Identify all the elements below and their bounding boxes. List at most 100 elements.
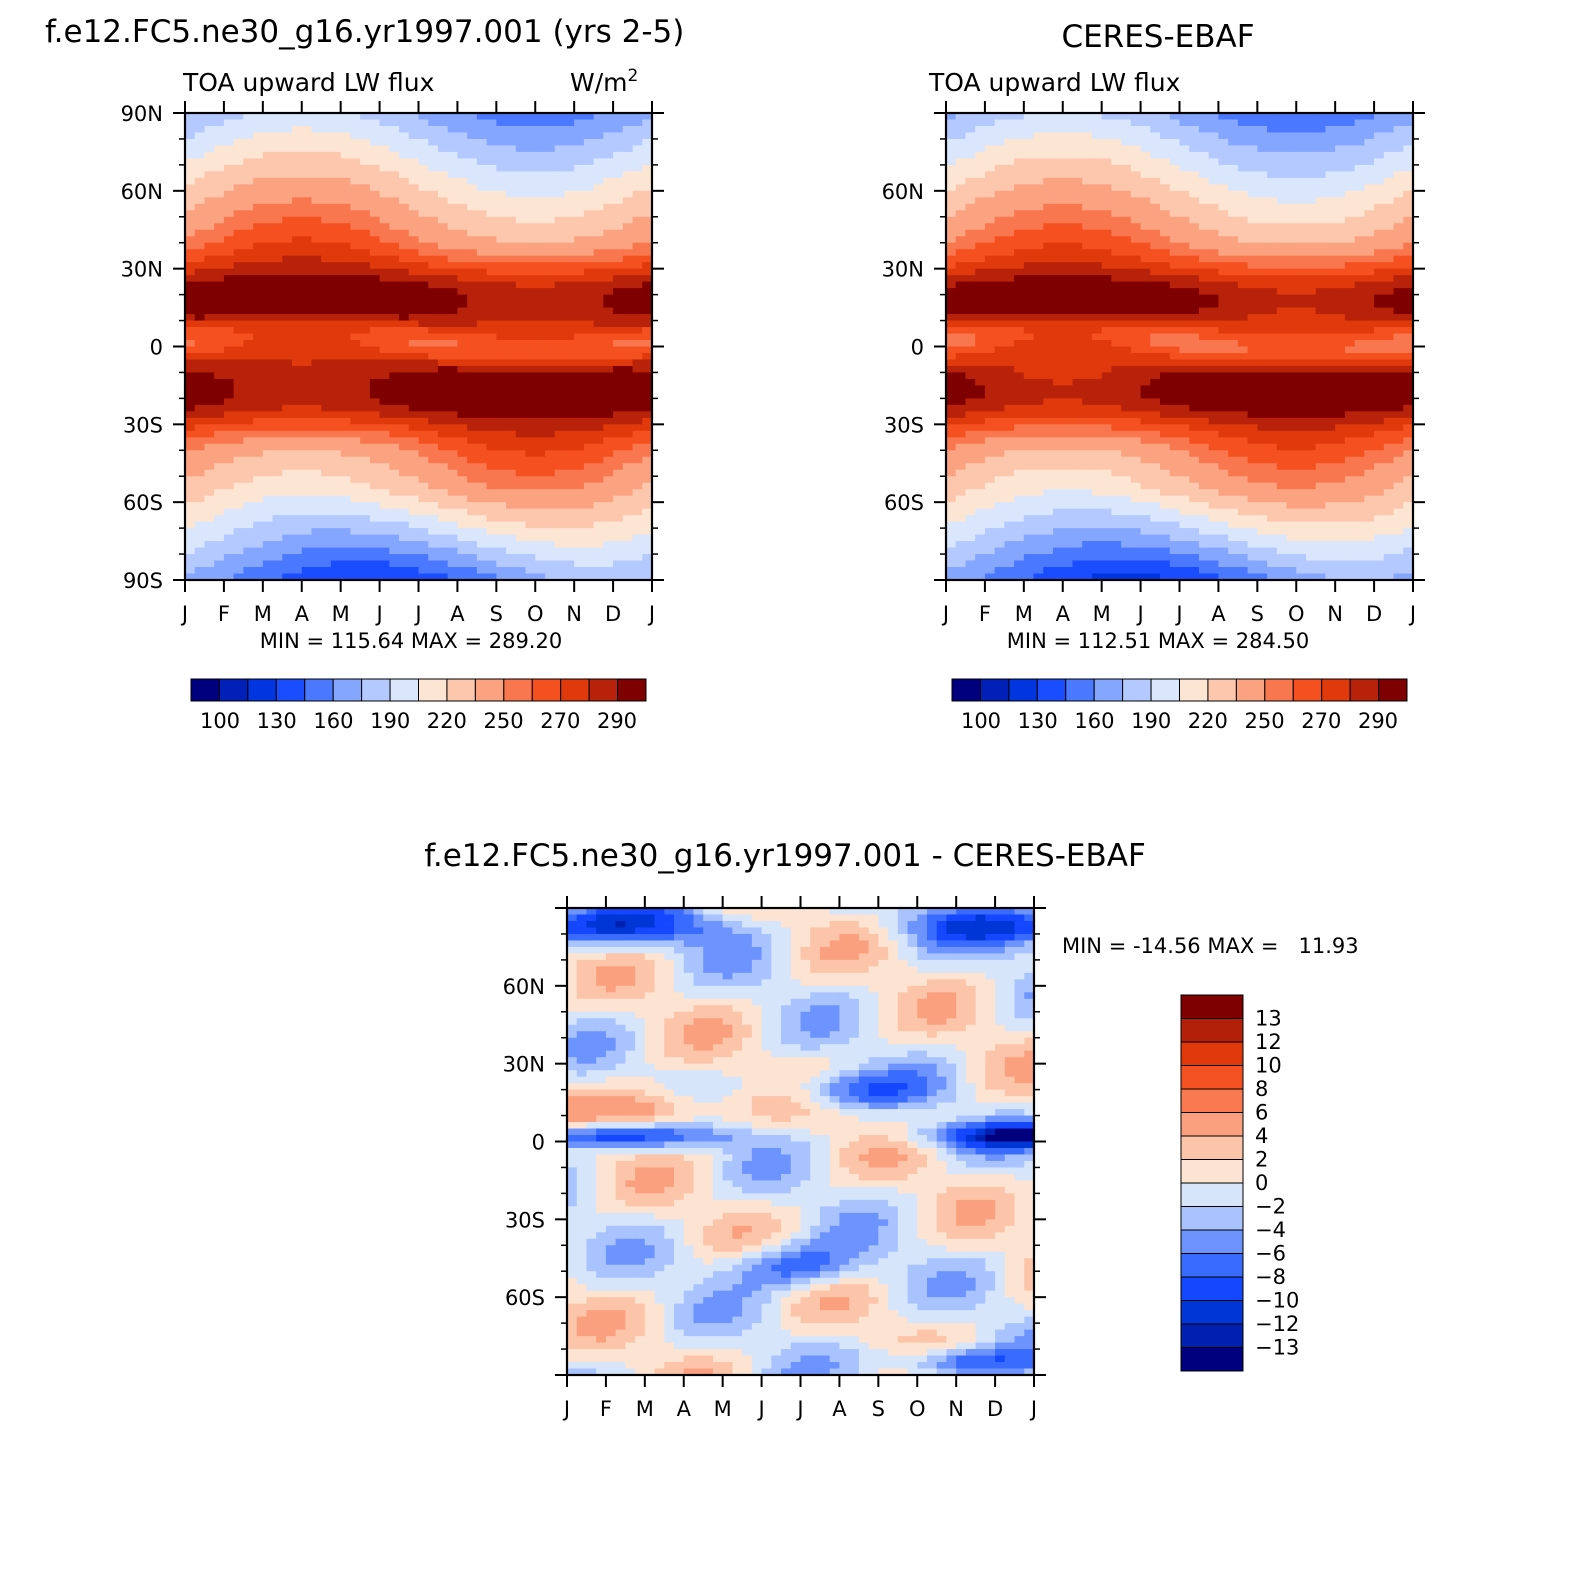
contour-cell [525,456,536,464]
contour-cell [233,372,244,380]
contour-cell [282,288,293,296]
contour-cell [946,301,957,309]
contour-cell [418,391,429,399]
contour-cell [544,554,556,562]
contour-cell [214,398,225,406]
contour-cell [1286,119,1297,127]
contour-cell [223,307,235,315]
contour-cell [1228,132,1239,140]
contour-cell [1160,125,1171,134]
contour-cell [476,223,488,231]
contour-cell [233,268,244,276]
contour-cell [1247,151,1258,160]
contour-cell [1091,288,1103,296]
contour-cell [1043,190,1054,198]
contour-cell [506,281,517,289]
contour-cell [194,236,206,244]
contour-cell [379,294,390,302]
contour-cell [447,119,459,127]
contour-cell [1344,294,1356,302]
contour-cell [946,262,957,270]
contour-cell [1189,288,1200,296]
contour-cell [379,151,390,160]
contour-cell [613,210,624,218]
contour-cell [204,515,215,523]
contour-cell [554,450,566,458]
contour-cell [1325,288,1336,296]
contour-cell [1043,119,1054,127]
contour-cell [204,424,215,432]
contour-cell [1198,275,1210,283]
contour-cell [1169,171,1181,179]
contour-cell [1393,158,1404,166]
contour-cell [1403,262,1414,270]
contour-cell [574,307,585,315]
contour-cell [1140,223,1151,231]
contour-cell [994,236,1005,244]
contour-cell [535,495,546,503]
contour-cell [437,216,449,224]
contour-cell [204,197,215,205]
contour-cell [613,560,624,568]
contour-cell [1111,119,1122,127]
contour-cell [554,404,566,412]
contour-cell [214,197,225,205]
contour-cell [515,521,527,529]
contour-cell [437,164,449,172]
contour-cell [1023,242,1035,250]
contour-cell [632,236,643,244]
contour-cell [1130,281,1142,289]
contour-cell [965,281,976,289]
contour-cell [975,190,986,198]
contour-cell [515,294,527,302]
contour-cell [233,307,244,315]
contour-cell [632,340,643,348]
contour-cell [321,521,332,529]
contour-cell [583,541,595,549]
contour-cell [457,229,468,237]
contour-cell [1364,203,1375,211]
contour-cell [379,145,390,153]
contour-cell [1072,210,1083,218]
contour-cell [330,262,342,270]
contour-cell [632,113,643,121]
contour-cell [223,502,235,510]
contour-cell [984,145,996,153]
contour-cell [272,314,283,322]
contour-cell [946,275,957,283]
contour-cell [642,573,653,581]
contour-cell [340,242,351,250]
contour-cell [535,216,546,224]
contour-cell [418,132,429,140]
contour-cell [1023,236,1035,244]
contour-cell [1364,145,1375,153]
contour-cell [946,281,957,289]
contour-cell [457,547,468,555]
contour-cell [360,151,371,160]
contour-cell [321,372,332,380]
contour-cell [408,333,420,341]
contour-cell [1130,294,1142,302]
contour-cell [486,547,497,555]
contour-cell [253,404,264,412]
contour-cell [447,547,459,555]
contour-cell [379,177,390,185]
y-tick-label: 0 [150,336,163,360]
contour-cell [330,288,342,296]
contour-cell [622,301,634,309]
contour-cell [262,541,274,549]
contour-cell [369,404,381,412]
contour-cell [506,138,517,147]
contour-cell [262,391,274,399]
contour-cell [1082,249,1093,257]
contour-cell [272,327,283,335]
contour-cell [486,249,497,257]
contour-cell [1364,255,1375,263]
contour-cell [447,567,459,575]
contour-cell [457,378,468,387]
contour-cell [1403,223,1414,231]
contour-cell [262,203,274,211]
contour-cell [350,352,361,361]
contour-cell [330,437,342,445]
